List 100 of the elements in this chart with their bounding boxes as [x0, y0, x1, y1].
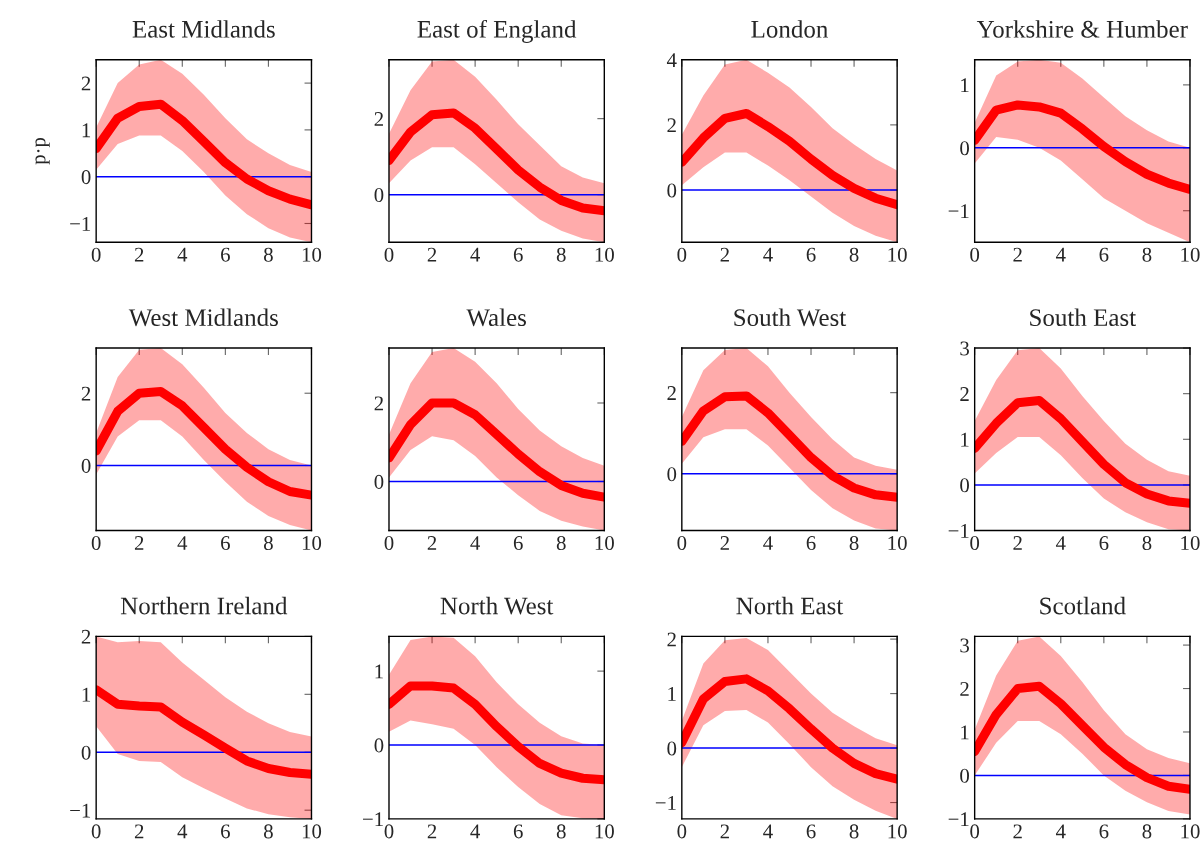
x-tick-label: 4	[763, 536, 773, 550]
chart-title: East of England	[417, 19, 577, 43]
x-tick-label: 8	[556, 824, 566, 839]
x-tick-label: 6	[1099, 824, 1109, 839]
y-tick-label: 1	[375, 664, 383, 679]
y-tick-label: 2	[667, 386, 676, 400]
y-tick-label: −1	[70, 216, 91, 231]
y-tick-label: 2	[81, 76, 91, 91]
y-tick-label: 2	[960, 681, 969, 696]
y-tick-label: 0	[960, 768, 970, 783]
x-tick-label: 10	[1181, 824, 1200, 839]
y-tick-label: 2	[374, 396, 383, 411]
y-axis-title: p·p	[35, 137, 50, 165]
x-tick-label: 2	[1013, 536, 1022, 550]
x-tick-label: 2	[134, 247, 144, 262]
y-tick-label: 0	[374, 738, 384, 753]
x-tick-label: 4	[1055, 247, 1066, 262]
x-tick-label: 2	[720, 824, 729, 839]
x-tick-label: 8	[556, 536, 566, 551]
x-tick-label: 8	[264, 824, 273, 839]
y-tick-label: 2	[667, 118, 676, 133]
y-tick-label: −1	[948, 812, 969, 827]
y-tick-label: 2	[81, 386, 91, 401]
x-tick-label: 4	[177, 247, 188, 262]
x-tick-label: 10	[595, 247, 614, 262]
y-tick-label: 1	[668, 687, 676, 701]
y-tick-label: 0	[667, 741, 677, 756]
y-tick-label: 0	[667, 183, 677, 198]
y-tick-label: −1	[70, 803, 91, 818]
chart-title: North West	[440, 596, 554, 615]
x-tick-label: 6	[1099, 536, 1109, 551]
y-tick-label: 0	[81, 170, 91, 185]
x-tick-label: 2	[720, 247, 729, 262]
x-tick-label: 4	[177, 824, 188, 839]
x-tick-label: 4	[470, 247, 480, 262]
x-tick-label: 6	[221, 824, 230, 839]
y-tick-label: −1	[948, 524, 969, 538]
x-tick-label: 10	[1181, 536, 1200, 551]
x-tick-label: 8	[849, 247, 859, 262]
x-tick-label: 2	[1013, 247, 1022, 262]
y-tick-label: 1	[82, 123, 91, 138]
x-tick-label: 2	[427, 247, 437, 262]
x-tick-label: 6	[806, 824, 816, 839]
x-tick-label: 2	[427, 536, 437, 550]
x-tick-label: 8	[1142, 824, 1152, 839]
x-tick-label: 6	[221, 536, 230, 551]
x-tick-label: 6	[1099, 247, 1109, 262]
y-tick-label: −1	[948, 204, 969, 218]
x-tick-label: 0	[677, 824, 687, 839]
y-tick-label: −1	[655, 796, 676, 810]
x-tick-label: 6	[806, 247, 816, 262]
y-tick-label: 0	[81, 745, 91, 760]
x-tick-label: 10	[888, 824, 907, 839]
y-tick-label: 4	[666, 53, 677, 67]
y-tick-label: 0	[667, 467, 677, 482]
x-tick-label: 10	[595, 824, 614, 839]
chart-title: North East	[736, 596, 844, 615]
chart-title: South West	[734, 308, 847, 327]
x-tick-label: 2	[1013, 824, 1022, 839]
x-tick-label: 8	[264, 247, 273, 262]
x-tick-label: 6	[513, 536, 523, 551]
x-tick-label: 8	[556, 247, 566, 262]
x-tick-label: 0	[384, 824, 394, 839]
x-tick-label: 6	[221, 247, 230, 262]
y-tick-label: 3	[960, 638, 969, 653]
y-tick-label: 0	[374, 474, 384, 489]
x-tick-label: 4	[763, 824, 773, 839]
x-tick-label: 4	[470, 536, 480, 550]
y-tick-label: 2	[960, 387, 969, 401]
chart-title: Wales	[466, 308, 526, 327]
x-tick-label: 8	[264, 536, 273, 551]
y-tick-label: 1	[961, 432, 969, 447]
y-tick-label: 1	[82, 687, 91, 702]
x-tick-label: 0	[677, 536, 687, 551]
x-tick-label: 2	[427, 824, 437, 839]
x-tick-label: 10	[888, 536, 907, 551]
x-tick-label: 6	[513, 247, 523, 262]
x-tick-label: 4	[1055, 824, 1066, 839]
chart-title: Northern Ireland	[120, 596, 288, 615]
x-tick-label: 6	[513, 824, 523, 839]
x-tick-label: 4	[470, 824, 480, 839]
chart-title: South East	[1030, 308, 1136, 327]
x-tick-label: 10	[302, 824, 322, 839]
y-tick-label: 2	[374, 112, 383, 126]
x-tick-label: 4	[177, 536, 188, 550]
x-tick-label: 8	[849, 536, 859, 551]
x-tick-label: 6	[806, 536, 816, 551]
x-tick-label: 0	[677, 247, 687, 262]
y-tick-label: −1	[363, 812, 383, 827]
chart-title: Yorkshire & Humber	[976, 20, 1188, 38]
x-tick-label: 2	[134, 536, 144, 550]
y-tick-label: 1	[961, 78, 969, 93]
x-tick-label: 10	[1181, 247, 1200, 262]
x-tick-label: 2	[134, 824, 144, 839]
chart-title: West Midlands	[128, 308, 278, 327]
chart-title: East Midlands	[132, 20, 275, 38]
y-tick-label: 2	[81, 629, 91, 644]
y-tick-label: 2	[667, 632, 676, 647]
y-tick-label: 1	[961, 725, 969, 740]
x-tick-label: 4	[763, 247, 773, 262]
